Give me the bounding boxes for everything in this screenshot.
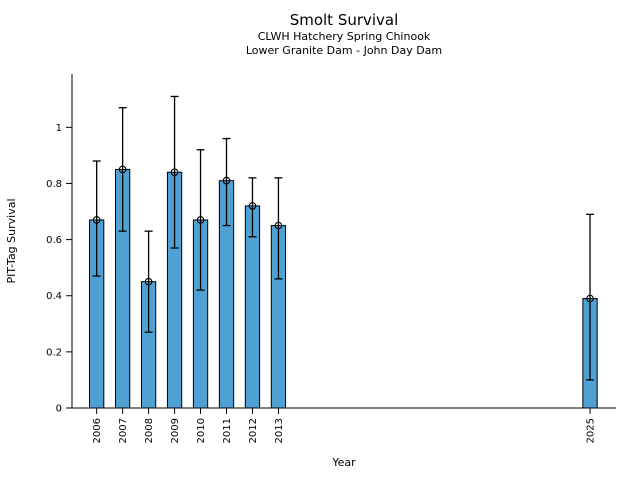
- chart-title: Smolt Survival: [290, 11, 399, 29]
- x-axis-title: Year: [331, 456, 356, 469]
- x-tick-label-2025: 2025: [586, 418, 597, 443]
- y-tick-label: 1: [56, 123, 62, 134]
- marker-2007: [118, 165, 127, 174]
- x-tick-label-2006: 2006: [92, 418, 103, 443]
- chart-subtitle-line1: CLWH Hatchery Spring Chinook: [258, 30, 431, 43]
- marker-2012: [248, 202, 257, 210]
- marker-2025: [586, 294, 594, 303]
- marker-2009: [170, 168, 179, 177]
- x-tick-label-2008: 2008: [144, 418, 155, 443]
- x-tick-label-2010: 2010: [196, 418, 207, 443]
- x-tick-label-2012: 2012: [248, 418, 259, 443]
- marker-2008: [144, 277, 153, 286]
- x-tick-label-2013: 2013: [274, 418, 285, 443]
- chart-subtitle-line2: Lower Granite Dam - John Day Dam: [246, 44, 442, 57]
- y-tick-label: 0.6: [46, 235, 62, 246]
- marker-2006: [92, 216, 101, 224]
- marker-2010: [196, 216, 205, 224]
- x-tick-label-2009: 2009: [170, 418, 181, 443]
- y-tick-label: 0: [56, 404, 62, 415]
- y-tick-label: 0.4: [46, 291, 62, 302]
- y-tick-label: 0.2: [46, 347, 62, 358]
- plot-area: 0 0.2 0.4 0.6 0.8 1 2006 2007 2008 2009 2010 2011 20…: [46, 74, 616, 443]
- marker-2011: [222, 176, 231, 185]
- marker-2013: [274, 221, 283, 230]
- x-tick-label-2007: 2007: [118, 418, 129, 443]
- y-tick-label: 0.8: [46, 179, 62, 190]
- x-tick-label-2011: 2011: [222, 418, 233, 443]
- y-axis-title: PIT-Tag Survival: [5, 198, 18, 283]
